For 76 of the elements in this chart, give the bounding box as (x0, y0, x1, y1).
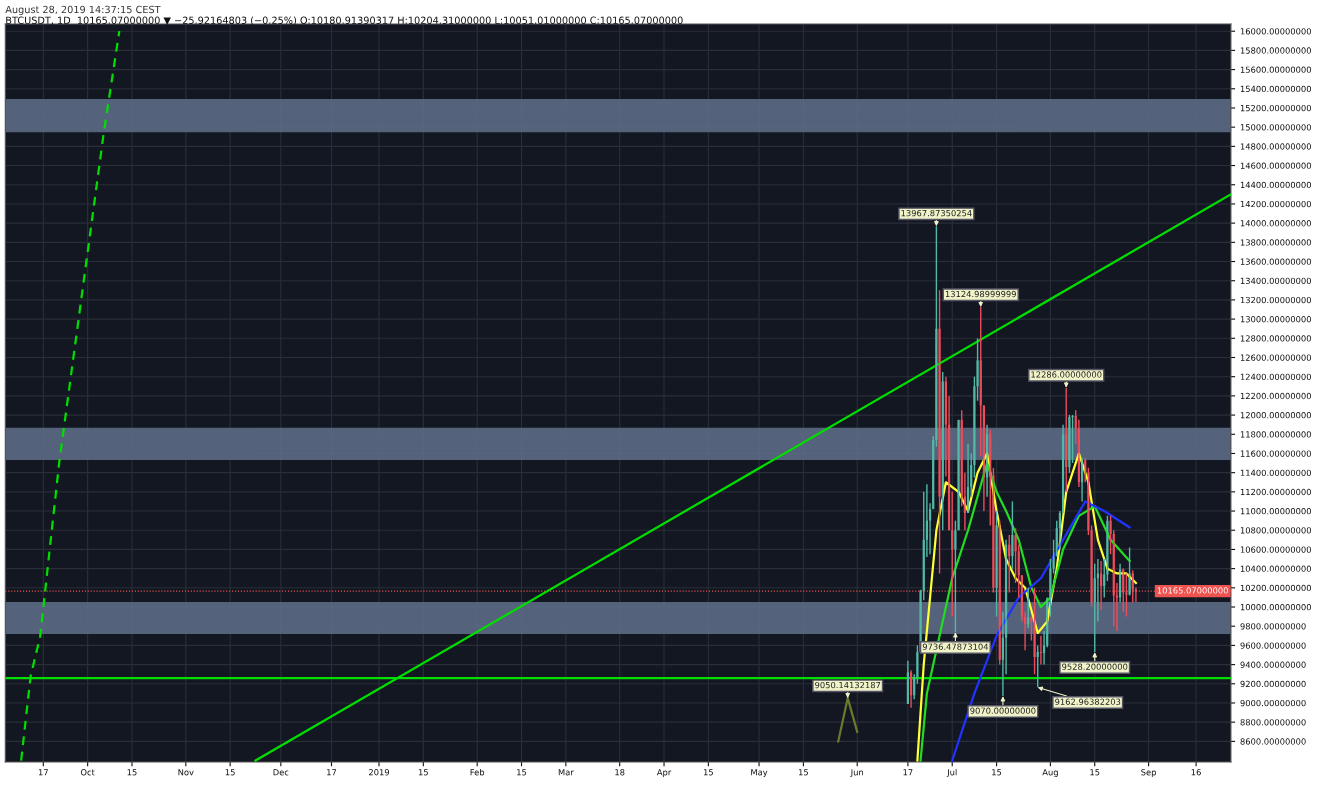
x-tick-label: 17 (38, 769, 48, 776)
x-tick-label: Sep (1141, 769, 1156, 778)
x-tick-label: Mar (558, 769, 574, 776)
annotation: 9162.96382203 (1055, 698, 1121, 705)
x-tick-label: Jun (850, 769, 864, 777)
y-tick-label: 8600.00000000 (1240, 738, 1306, 745)
y-tick-label: 10600.00000000 (1240, 546, 1311, 553)
y-tick-label: 9200.00000000 (1240, 680, 1306, 688)
y-tick-label: 10800.00000000 (1240, 527, 1311, 534)
y-tick-label: 8800.00000000 (1240, 719, 1306, 726)
x-tick-label: Jul (946, 768, 957, 777)
x-tick-label: 18 (615, 769, 625, 776)
x-tick-label: Apr (656, 769, 672, 778)
y-tick-label: 13800.00000000 (1240, 239, 1311, 246)
x-tick-label: 15 (992, 769, 1002, 776)
y-tick-label: 15000.00000000 (1240, 124, 1311, 131)
chart-subtitle: BTCUSDT, 1D 10165.07000000 ▼ −25.92164803 (−0.25%) O:10180.91390317 H:10204.31000000 L:10051.01000000 C:10165.07000000 (6, 16, 683, 26)
x-tick-label: Dec (273, 769, 289, 776)
y-tick-label: 12200.00000000 (1240, 392, 1311, 400)
annotation: 13124.98999999 (945, 290, 1016, 298)
annotation: 9070.00000000 (970, 707, 1036, 714)
x-tick-label: 15 (418, 769, 428, 776)
y-tick-label: 13400.00000000 (1240, 277, 1311, 284)
annotation: 9050.14132187 (815, 681, 881, 689)
x-tick-label: 2019 (369, 769, 390, 776)
y-tick-label: 11200.00000000 (1240, 488, 1311, 496)
y-tick-label: 9600.00000000 (1240, 642, 1306, 649)
y-tick-label: 10200.00000000 (1240, 584, 1311, 592)
y-tick-label: 13200.00000000 (1240, 296, 1311, 304)
y-tick-label: 13600.00000000 (1240, 258, 1311, 265)
x-tick-label: 15 (798, 769, 808, 776)
x-tick-label: 17 (903, 769, 913, 776)
y-tick-label: 9800.00000000 (1240, 623, 1306, 630)
x-tick-label: 15 (1090, 769, 1100, 776)
y-tick-label: 11000.00000000 (1240, 508, 1311, 515)
x-tick-label: 17 (327, 769, 337, 776)
candlestick (1068, 414, 1071, 474)
y-tick-label: 15800.00000000 (1240, 47, 1311, 54)
ref-line-label: 10165.07000000 (1157, 587, 1228, 594)
y-tick-label: 15400.00000000 (1240, 85, 1311, 93)
y-tick-label: 15200.00000000 (1240, 104, 1311, 112)
x-tick-label: Feb (470, 768, 485, 776)
y-tick-label: 9400.00000000 (1240, 661, 1306, 668)
y-tick-label: 14400.00000000 (1240, 181, 1311, 189)
y-tick-label: 16000.00000000 (1240, 28, 1311, 35)
annotation: 9736.47873104 (922, 643, 989, 650)
x-tick-label: Oct (80, 769, 95, 776)
x-tick-label: 15 (225, 769, 235, 776)
x-tick-label: 16 (1191, 769, 1201, 776)
annotation: 12286.00000000 (1031, 371, 1102, 378)
x-tick-label: 15 (127, 769, 137, 776)
candlestick (995, 510, 998, 618)
x-tick-label: 15 (517, 769, 527, 776)
y-tick-label: 11600.00000000 (1240, 450, 1311, 457)
y-tick-label: 11400.00000000 (1240, 469, 1311, 476)
y-tick-label: 12000.00000000 (1240, 412, 1311, 419)
y-tick-label: 12400.00000000 (1240, 373, 1311, 380)
x-tick-label: 15 (703, 769, 713, 776)
y-tick-label: 12600.00000000 (1240, 354, 1311, 361)
x-tick-label: May (751, 769, 768, 778)
y-tick-label: 15600.00000000 (1240, 66, 1311, 73)
y-tick-label: 14800.00000000 (1240, 143, 1311, 150)
annotation: 9528.20000000 (1062, 663, 1128, 670)
y-tick-label: 10400.00000000 (1240, 565, 1311, 572)
y-tick-label: 14000.00000000 (1240, 220, 1311, 227)
annotation: 13967.87350254 (901, 209, 972, 217)
y-tick-label: 11800.00000000 (1240, 431, 1311, 438)
y-tick-label: 14200.00000000 (1240, 200, 1311, 208)
x-tick-label: Aug (1042, 769, 1058, 778)
y-tick-label: 10000.00000000 (1240, 603, 1311, 611)
chart-title: August 28, 2019 14:37:15 CEST (5, 5, 161, 16)
y-tick-label: 13000.00000000 (1240, 316, 1311, 323)
y-tick-label: 12800.00000000 (1240, 335, 1311, 342)
x-tick-label: Nov (178, 769, 194, 776)
y-tick-label: 14600.00000000 (1240, 162, 1311, 169)
y-tick-label: 9000.00000000 (1240, 699, 1306, 707)
